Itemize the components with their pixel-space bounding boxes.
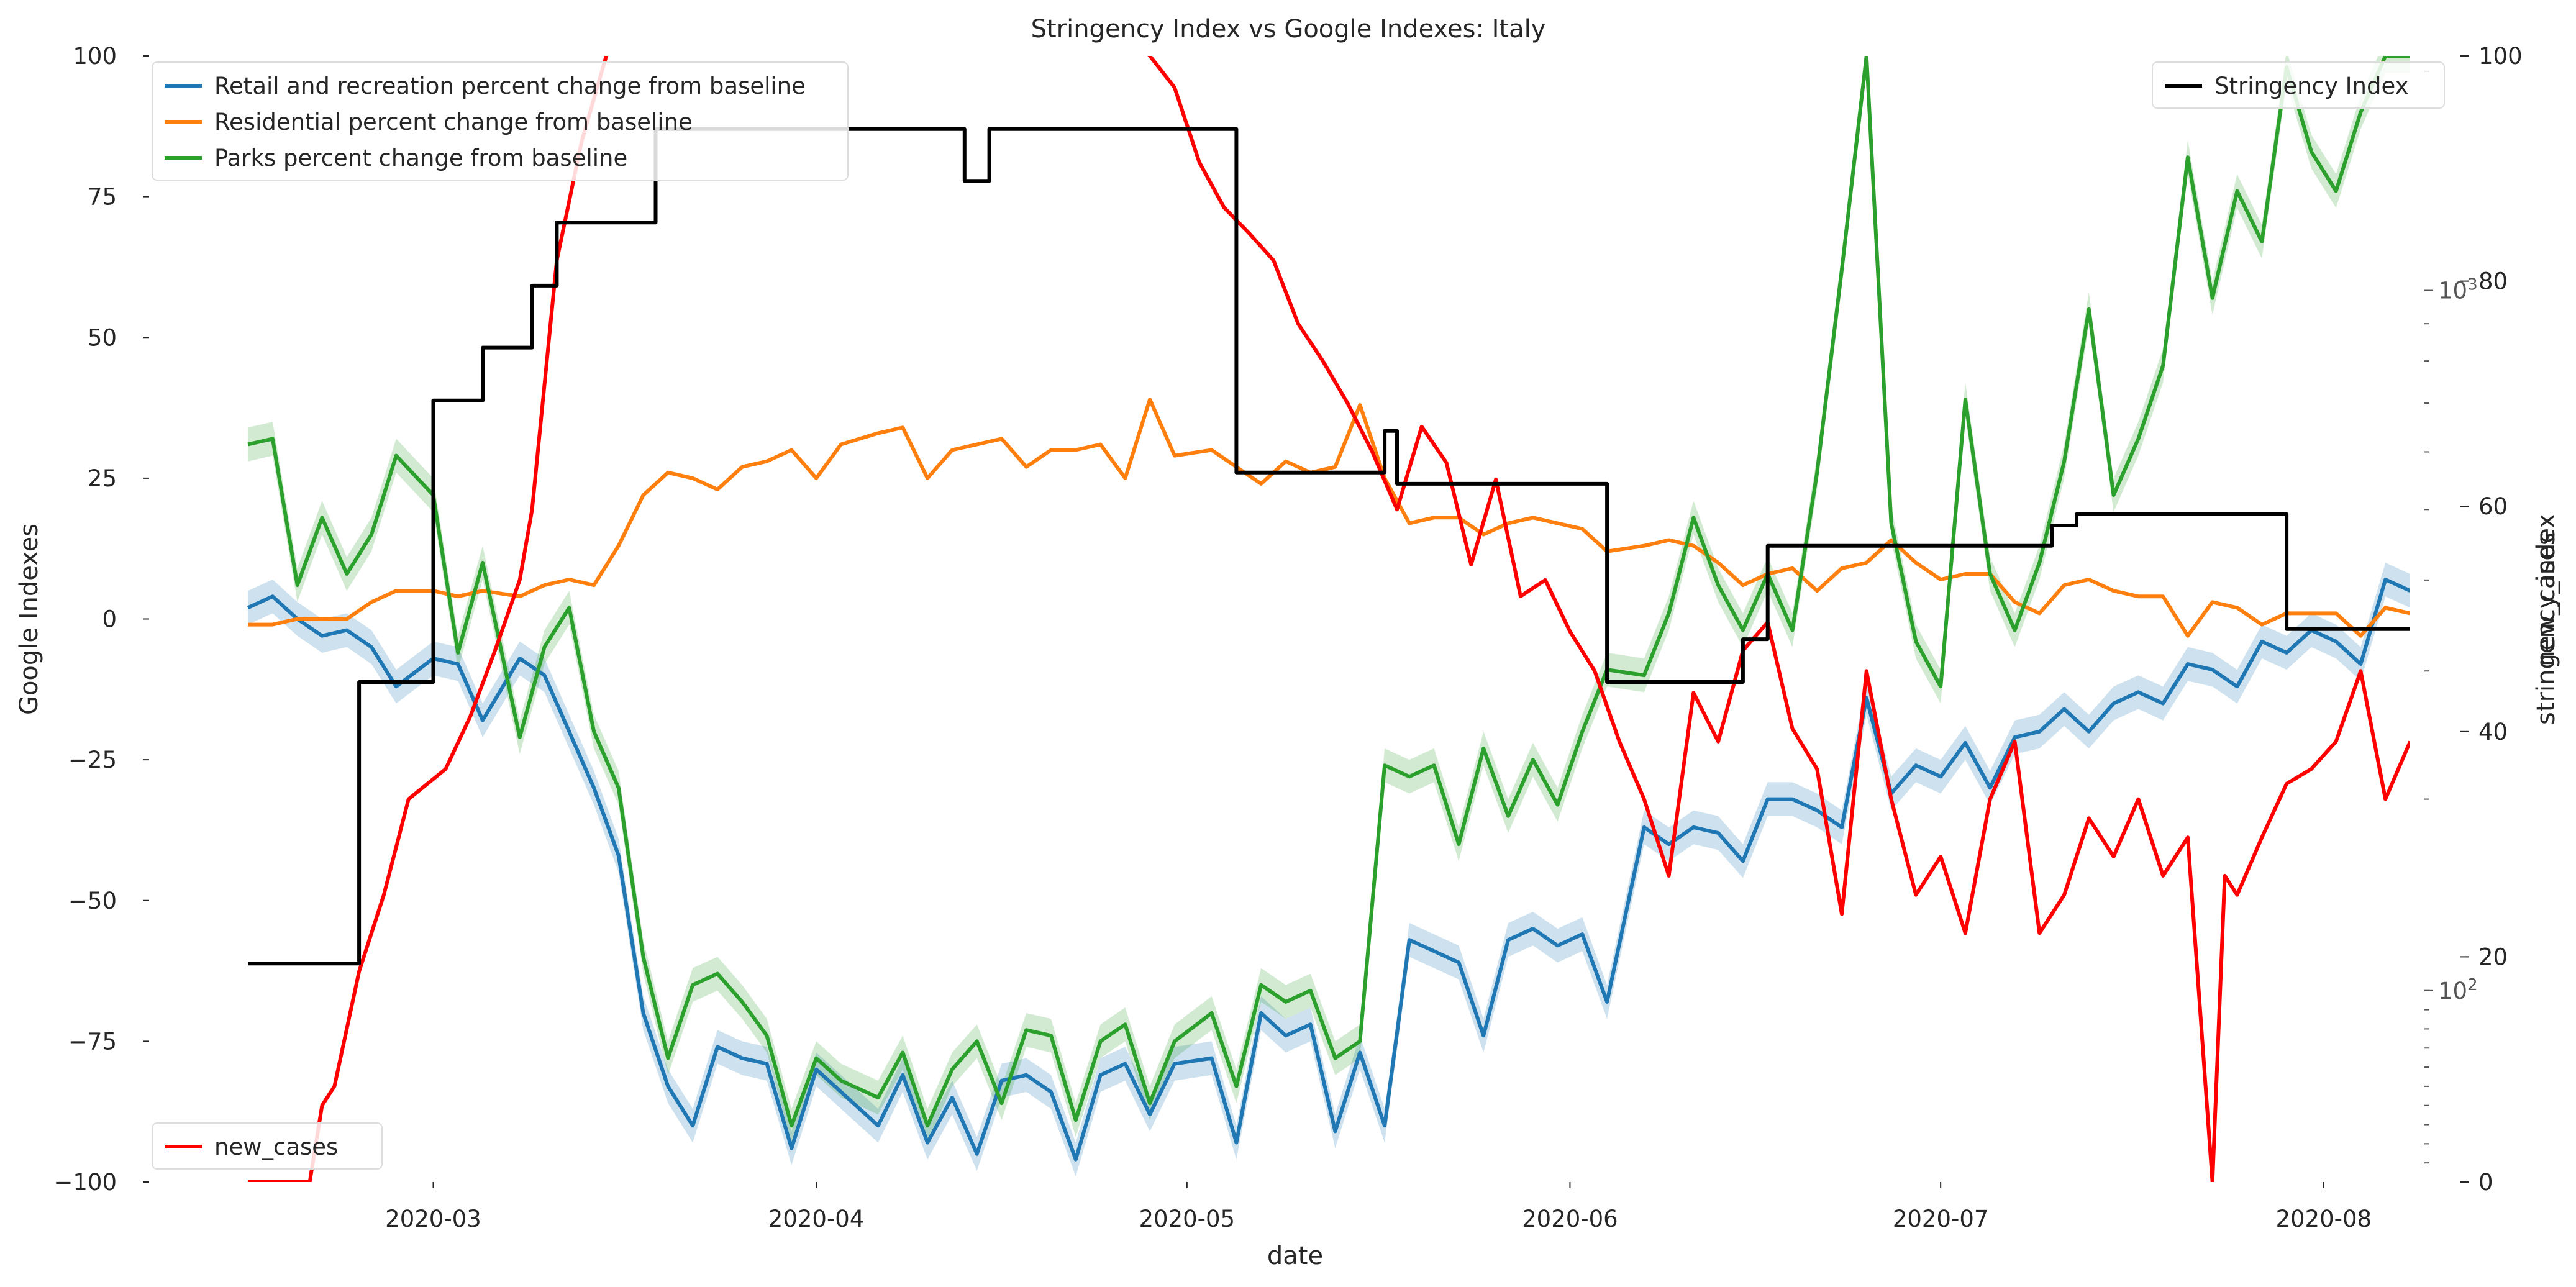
chart-title: Stringency Index vs Google Indexes: Ital…	[1031, 15, 1546, 43]
x-tick-label-1: 2020-04	[768, 1206, 865, 1232]
y-right-tick-label-2: 60	[2478, 493, 2508, 520]
legend-label-google-2: Parks percent change from baseline	[214, 145, 627, 171]
legend-label-google-0: Retail and recreation percent change fro…	[214, 73, 806, 99]
x-tick-label-2: 2020-05	[1139, 1206, 1236, 1232]
series-line-1	[248, 398, 2410, 638]
series-line-3	[248, 56, 2410, 1182]
y-left-tick-label-5: −25	[68, 747, 117, 773]
legend-box-google	[152, 61, 849, 181]
legend-label-stringency-0: Stringency Index	[2214, 73, 2409, 99]
x-tick-label-3: 2020-06	[1522, 1206, 1618, 1232]
series-band-0	[248, 562, 2410, 1176]
x-tick-label-5: 2020-08	[2275, 1206, 2372, 1232]
y-left-tick-label-3: 25	[88, 465, 117, 492]
y-right-tick-label-1: 80	[2478, 268, 2508, 295]
y-inner-tick-label-0: 103	[2438, 276, 2478, 304]
y-axis-label-left: Google Indexes	[15, 524, 43, 715]
x-tick-label-0: 2020-03	[385, 1206, 481, 1232]
y-left-tick-label-4: 0	[102, 606, 117, 633]
y-left-tick-label-7: −75	[68, 1028, 117, 1055]
axes: 2020-03 2020-04 2020-05 2020-06 2020-07 2020-…	[53, 43, 2522, 1232]
series-line-2	[247, 56, 2410, 1128]
y-inner-tick-label-1: 102	[2438, 976, 2478, 1004]
series-line-0	[247, 578, 2410, 1162]
series-band-2	[248, 56, 2410, 1143]
legends: Retail and recreation percent change fro…	[152, 61, 2445, 1170]
legend-label-google-1: Residential percent change from baseline	[214, 109, 693, 135]
y-left-tick-label-6: −50	[68, 888, 117, 914]
legend-label-cases-0: new_cases	[214, 1134, 338, 1160]
y-left-tick-label-1: 75	[88, 184, 117, 211]
y-left-tick-label-2: 50	[88, 324, 117, 351]
y-right-tick-label-3: 40	[2478, 719, 2508, 745]
y-axis-label-right-outer: stringency_index	[2532, 514, 2560, 725]
y-right-tick-label-5: 0	[2478, 1169, 2493, 1196]
series-line-4	[248, 127, 2410, 966]
y-left-tick-label-0: 100	[73, 43, 117, 70]
x-axis-label: date	[1267, 1242, 1323, 1270]
legend-box-stringency	[2152, 61, 2445, 109]
y-axis-label-right-inner: new_cases	[2532, 532, 2560, 666]
legend-box-cases	[152, 1122, 383, 1170]
x-tick-label-4: 2020-07	[1893, 1206, 1989, 1232]
plot-area	[247, 56, 2410, 1182]
y-left-tick-label-8: −100	[53, 1169, 117, 1196]
y-right-tick-label-0: 100	[2478, 43, 2523, 70]
y-right-tick-label-4: 20	[2478, 944, 2508, 970]
